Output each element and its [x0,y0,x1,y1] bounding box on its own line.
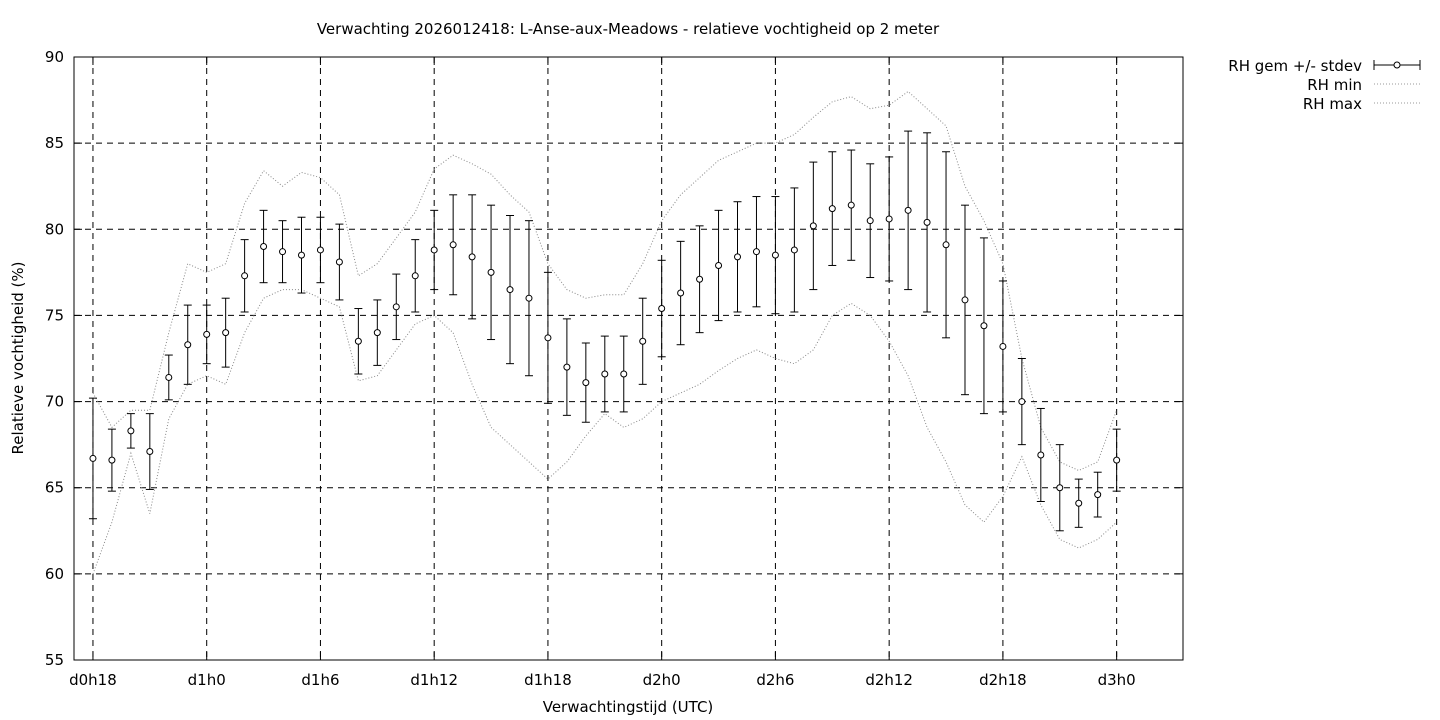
mean-point [904,206,912,214]
chart-title: Verwachting 2026012418: L-Anse-aux-Meado… [317,20,940,38]
x-tick-label: d3h0 [1098,671,1136,689]
mean-point [297,251,305,259]
y-axis-label: Relatieve vochtigheid (%) [9,261,27,454]
error-bars [88,130,1121,532]
mean-point [582,379,590,387]
grid-lines [74,57,1183,660]
mean-point [696,275,704,283]
y-tick-label: 90 [45,48,64,66]
mean-point [639,337,647,345]
x-axis-label: Verwachtingstijd (UTC) [543,698,714,716]
mean-point [923,218,931,226]
mean-point [601,370,609,378]
y-tick-label: 70 [45,393,64,411]
x-tick-label: d2h12 [865,671,913,689]
plot-frame [73,56,1184,661]
mean-point [506,286,514,294]
mean-point [677,289,685,297]
x-tick-label: d1h0 [188,671,226,689]
mean-point [392,303,400,311]
mean-point [487,268,495,276]
y-tick-label: 80 [45,220,64,238]
mean-point [715,261,723,269]
mean-point [942,241,950,249]
mean-point [1037,451,1045,459]
y-tick-label: 85 [45,134,64,152]
mean-point [222,329,230,337]
mean-point [184,341,192,349]
y-tick-label: 55 [45,651,64,669]
mean-point [752,248,760,256]
x-tick-label: d1h6 [301,671,339,689]
mean-point [468,253,476,261]
mean-point [885,215,893,223]
mean-point [89,454,97,462]
y-tick-label: 65 [45,479,64,497]
legend-label-mean: RH gem +/- stdev [1228,57,1362,75]
mean-point [620,370,628,378]
x-tick-label: d2h6 [756,671,794,689]
mean-point [241,272,249,280]
mean-points [89,201,1121,507]
mean-point [980,322,988,330]
mean-point [809,222,817,230]
mean-point [790,246,798,254]
mean-point [866,217,874,225]
mean-point [1094,491,1102,499]
mean-point [449,241,457,249]
mean-point [127,427,135,435]
series-lines [92,90,1118,575]
x-tick-label: d1h12 [410,671,458,689]
x-axis-ticks: d0h18 d1h0 d1h6 d1h12 d1h18 d2h0 d2h6 d2h12 d2h1… [69,57,1136,689]
mean-point [734,253,742,261]
mean-point [373,329,381,337]
mean-point [1056,484,1064,492]
rh-min-line [92,289,1117,575]
mean-point [316,246,324,254]
y-axis-ticks: 55 60 65 70 75 80 85 90 [45,48,1183,669]
mean-point [335,258,343,266]
mean-point [1018,398,1026,406]
x-tick-label: d2h0 [643,671,681,689]
mean-point [847,201,855,209]
mean-point [961,296,969,304]
y-tick-label: 60 [45,565,64,583]
mean-point [999,342,1007,350]
mean-point [544,334,552,342]
mean-point [108,456,116,464]
legend-swatch-mean [1373,60,1421,70]
mean-point [771,251,779,259]
mean-point [203,330,211,338]
mean-point [430,246,438,254]
rh-max-line [92,90,1118,472]
mean-point [411,272,419,280]
y-tick-label: 75 [45,306,64,324]
legend-label-min: RH min [1307,76,1362,94]
mean-point [525,294,533,302]
x-tick-label: d0h18 [69,671,117,689]
mean-point [563,363,571,371]
x-tick-label: d2h18 [979,671,1027,689]
mean-point [260,243,268,251]
x-tick-label: d1h18 [524,671,572,689]
mean-point [146,448,154,456]
legend-label-max: RH max [1303,95,1362,113]
mean-point [1075,499,1083,507]
mean-point [279,248,287,256]
mean-point [658,305,666,313]
legend: RH gem +/- stdev RH min RH max [1228,57,1421,113]
mean-point [1113,456,1121,464]
mean-point [354,337,362,345]
mean-point [165,373,173,381]
mean-point [828,205,836,213]
